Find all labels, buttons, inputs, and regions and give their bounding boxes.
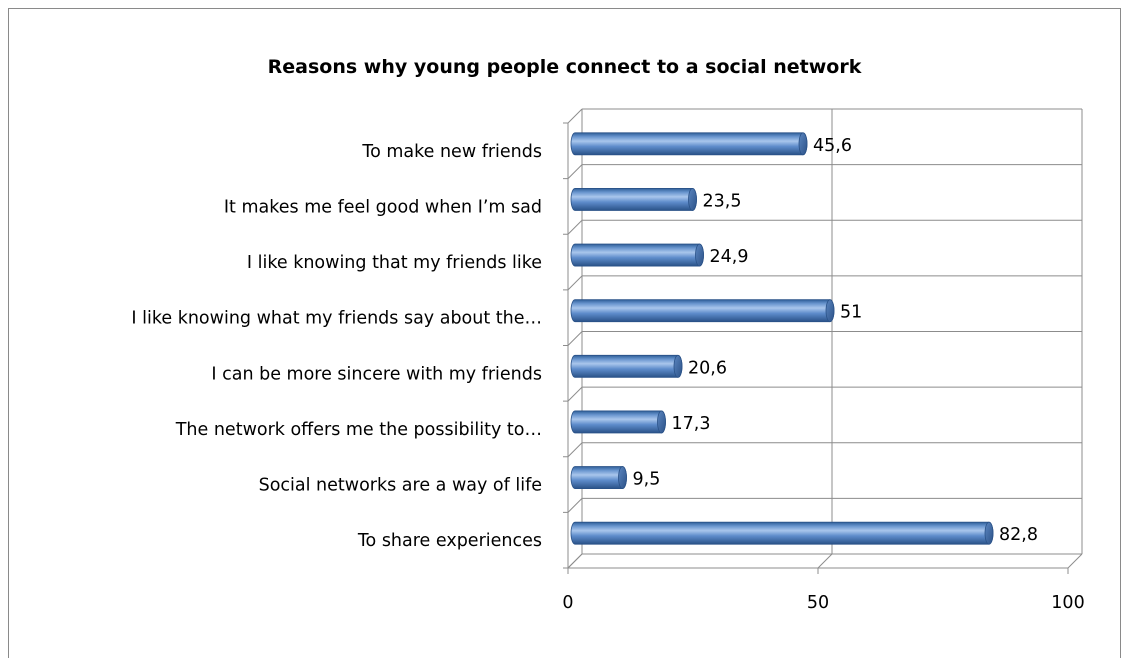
data-label: 17,3 (672, 414, 711, 434)
floor-gridline (1067, 553, 1083, 569)
category-label: To make new friends (361, 142, 542, 162)
bar (570, 299, 835, 323)
side-wall-line (567, 275, 583, 291)
bar (570, 354, 683, 378)
data-label: 45,6 (813, 136, 852, 156)
bar-body (570, 188, 697, 211)
side-wall-line (567, 164, 583, 179)
category-label: To share experiences (357, 531, 542, 551)
bar (570, 132, 808, 156)
bar (570, 410, 666, 434)
bars (570, 132, 994, 545)
bar-body (570, 354, 683, 378)
bar-cap (825, 299, 835, 323)
bar-body (570, 521, 994, 545)
bar-cap (695, 243, 704, 267)
category-label: I like knowing what my friends say about… (131, 309, 542, 329)
category-label: It makes me feel good when I’m sad (224, 197, 542, 217)
category-label: Social networks are a way of life (259, 476, 542, 496)
data-label: 51 (840, 303, 862, 323)
bar (570, 521, 994, 545)
category-label: I can be more sincere with my friends (211, 364, 542, 384)
bar-body (570, 243, 704, 267)
side-wall-line (567, 442, 583, 458)
gridlines (567, 108, 1083, 569)
data-label: 9,5 (633, 470, 661, 490)
data-label: 23,5 (703, 191, 742, 211)
labels: To make new friends 45,6 It makes me feel … (131, 136, 1038, 551)
bar-cap (798, 132, 808, 156)
value-axis: 0 50 100 (562, 122, 1085, 613)
category-label: The network offers me the possibility to… (175, 420, 542, 440)
bar-body (570, 410, 666, 434)
bar-body (570, 132, 808, 156)
side-wall-line (567, 331, 583, 346)
bar-cap (618, 466, 627, 489)
bar (570, 188, 697, 211)
side-wall-line (567, 498, 583, 513)
data-label: 82,8 (999, 525, 1038, 545)
data-label: 24,9 (710, 247, 749, 267)
bar (570, 243, 704, 267)
bar-cap (984, 521, 994, 545)
data-label: 20,6 (688, 358, 727, 378)
chart-title: Reasons why young people connect to a so… (267, 56, 862, 78)
bar-cap (688, 188, 697, 211)
side-wall-line (567, 108, 583, 124)
bar (570, 466, 627, 489)
x-tick-label: 50 (807, 593, 829, 613)
x-tick-label: 0 (562, 593, 573, 613)
category-label: I like knowing that my friends like (247, 253, 542, 273)
side-wall-line (567, 386, 583, 402)
side-wall-line (567, 219, 583, 235)
side-wall-line (567, 553, 583, 569)
x-tick-label: 100 (1051, 593, 1084, 613)
chart-frame (8, 8, 1121, 658)
floor-gridline (817, 553, 833, 569)
bar-body (570, 299, 835, 323)
bar-cap (673, 354, 683, 378)
bar-cap (657, 410, 666, 434)
